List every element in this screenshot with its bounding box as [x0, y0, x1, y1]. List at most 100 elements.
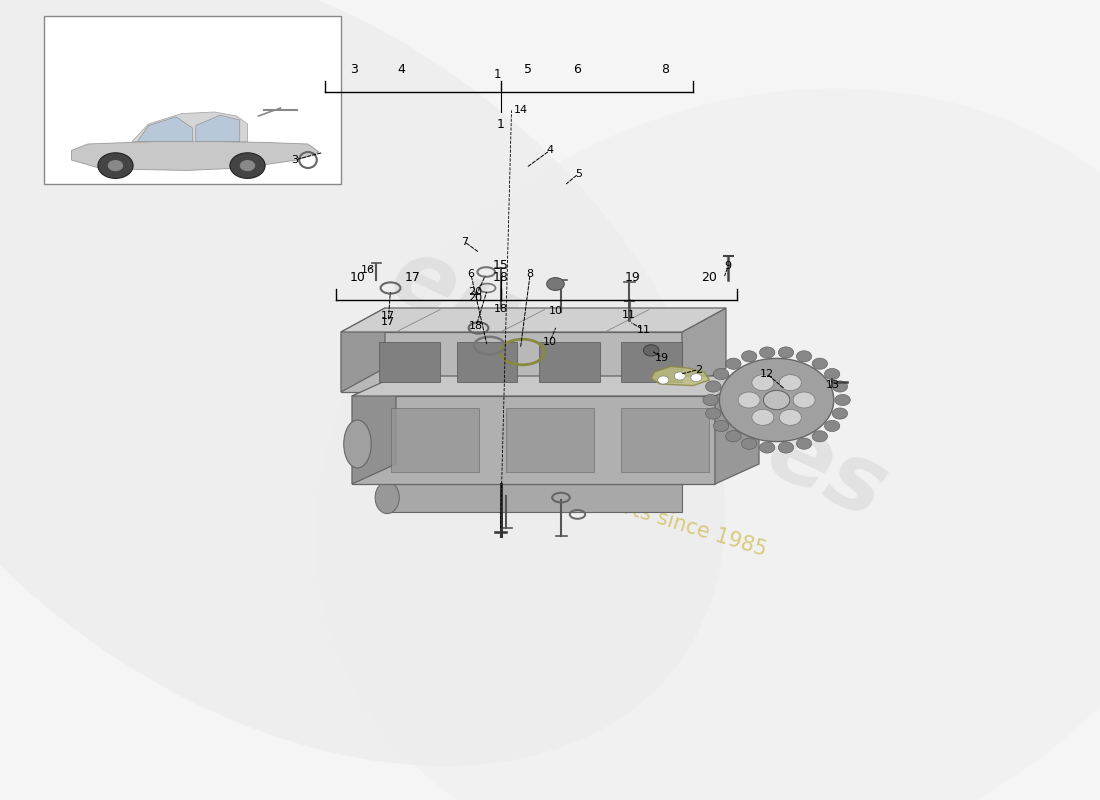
Circle shape: [752, 374, 774, 390]
Text: 18: 18: [494, 305, 507, 314]
Text: 1: 1: [496, 118, 505, 130]
Text: a passion for parts since 1985: a passion for parts since 1985: [462, 448, 770, 560]
Circle shape: [741, 350, 757, 362]
Circle shape: [793, 392, 815, 408]
Text: 6: 6: [573, 63, 582, 76]
Polygon shape: [72, 142, 319, 170]
Polygon shape: [341, 308, 385, 392]
Circle shape: [759, 442, 774, 453]
Circle shape: [714, 420, 729, 431]
Polygon shape: [539, 342, 600, 382]
Text: 6: 6: [468, 269, 474, 278]
Polygon shape: [352, 376, 396, 484]
Text: 18: 18: [470, 321, 483, 330]
Text: 7: 7: [461, 237, 468, 246]
Text: 18: 18: [493, 271, 508, 284]
Text: 10: 10: [543, 337, 557, 346]
Circle shape: [705, 381, 720, 392]
Text: 13: 13: [826, 380, 839, 390]
Circle shape: [759, 347, 774, 358]
Polygon shape: [682, 308, 726, 392]
Polygon shape: [621, 342, 682, 382]
Text: 17: 17: [382, 311, 395, 321]
Text: 17: 17: [405, 271, 420, 284]
Circle shape: [705, 408, 720, 419]
Circle shape: [796, 350, 812, 362]
Circle shape: [691, 374, 702, 382]
Text: 8: 8: [527, 269, 534, 278]
Bar: [44, 16, 341, 184]
Text: 20: 20: [469, 293, 482, 302]
Text: 11: 11: [623, 310, 636, 320]
Text: 20: 20: [702, 271, 717, 284]
Polygon shape: [506, 408, 594, 472]
Text: 10: 10: [549, 306, 562, 316]
Text: 4: 4: [397, 63, 406, 76]
Polygon shape: [621, 408, 710, 472]
Polygon shape: [715, 376, 759, 484]
Circle shape: [779, 347, 794, 358]
Circle shape: [719, 358, 834, 442]
Circle shape: [833, 408, 848, 419]
Circle shape: [644, 345, 659, 356]
Circle shape: [824, 369, 839, 380]
Text: 12: 12: [760, 369, 773, 378]
Circle shape: [812, 358, 827, 370]
Polygon shape: [379, 342, 440, 382]
Polygon shape: [385, 484, 682, 512]
Text: 5: 5: [524, 63, 532, 76]
Circle shape: [108, 160, 123, 171]
Circle shape: [833, 381, 848, 392]
Text: 19: 19: [656, 353, 669, 362]
Text: 5: 5: [575, 169, 582, 178]
Text: 11: 11: [637, 325, 650, 334]
Text: 2: 2: [695, 365, 702, 374]
Polygon shape: [138, 117, 192, 142]
Circle shape: [779, 410, 801, 426]
Ellipse shape: [375, 482, 399, 514]
Text: 19: 19: [625, 271, 640, 284]
Text: 10: 10: [350, 271, 365, 284]
Circle shape: [703, 394, 718, 406]
Circle shape: [779, 442, 794, 453]
Circle shape: [824, 420, 839, 431]
Text: 8: 8: [661, 63, 670, 76]
Circle shape: [658, 376, 669, 384]
Text: 3: 3: [292, 155, 298, 165]
Text: euroPares: euroPares: [375, 229, 901, 539]
Text: 20: 20: [469, 287, 482, 297]
Ellipse shape: [316, 89, 1100, 800]
Polygon shape: [341, 308, 726, 332]
Polygon shape: [196, 115, 240, 142]
Text: 16: 16: [361, 265, 374, 274]
Circle shape: [796, 438, 812, 450]
Circle shape: [738, 392, 760, 408]
Text: 17: 17: [382, 317, 395, 326]
Polygon shape: [352, 376, 759, 396]
Polygon shape: [132, 112, 248, 142]
Circle shape: [779, 374, 801, 390]
Circle shape: [726, 430, 741, 442]
Circle shape: [230, 153, 265, 178]
Text: 15: 15: [493, 259, 508, 272]
Polygon shape: [456, 342, 517, 382]
Text: 4: 4: [547, 146, 553, 155]
Ellipse shape: [343, 420, 372, 468]
Polygon shape: [341, 332, 682, 392]
Circle shape: [835, 394, 850, 406]
Circle shape: [547, 278, 564, 290]
Polygon shape: [352, 396, 715, 484]
Circle shape: [98, 153, 133, 178]
Text: 3: 3: [350, 63, 359, 76]
Circle shape: [812, 430, 827, 442]
Text: 1: 1: [494, 68, 501, 81]
Circle shape: [752, 410, 774, 426]
Ellipse shape: [0, 0, 725, 766]
Circle shape: [726, 358, 741, 370]
Circle shape: [674, 372, 685, 380]
Circle shape: [714, 369, 729, 380]
Polygon shape: [390, 408, 478, 472]
Circle shape: [763, 390, 790, 410]
Text: 14: 14: [514, 106, 528, 115]
Polygon shape: [651, 366, 710, 386]
